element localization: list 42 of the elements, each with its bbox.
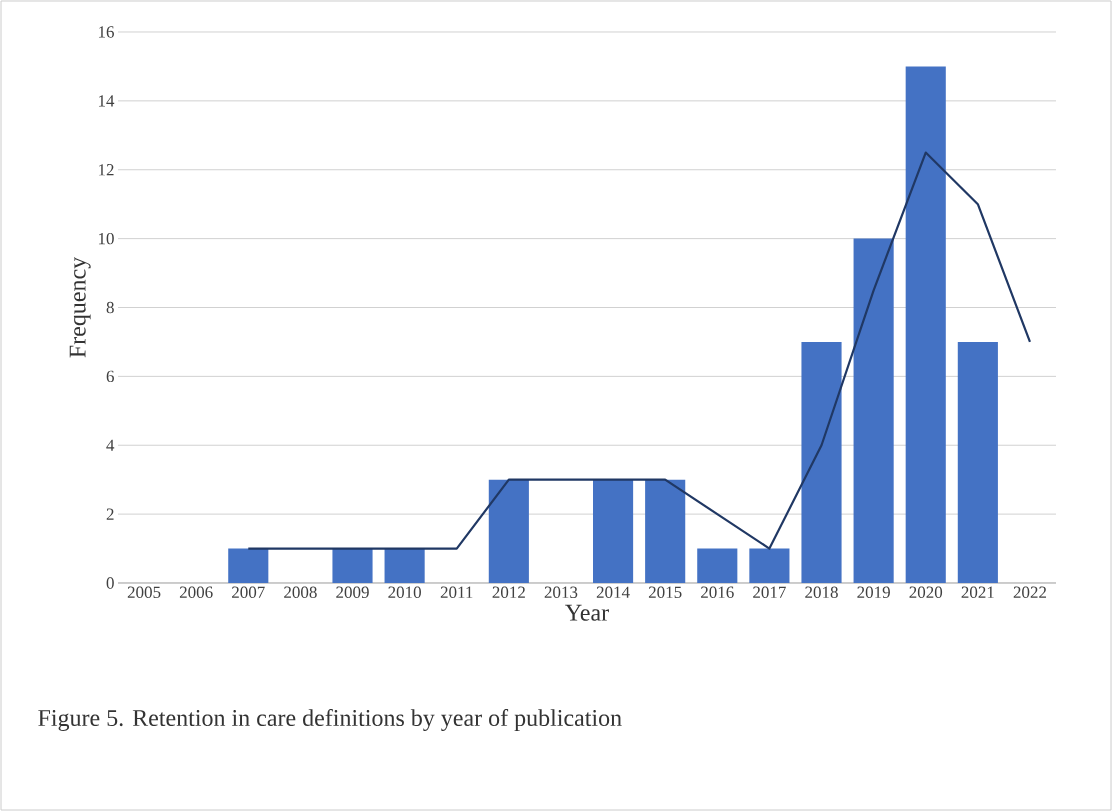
y-tick-label: 12 — [98, 164, 114, 176]
y-tick-label: 4 — [106, 439, 115, 451]
bar — [749, 548, 790, 583]
y-tick-label: 2 — [106, 508, 114, 520]
bar — [384, 548, 425, 583]
y-axis-title: Frequency — [69, 256, 91, 358]
y-tick-label: 14 — [98, 95, 115, 107]
bar — [332, 548, 373, 583]
x-tick-label: 2013 — [544, 586, 578, 598]
bar — [228, 548, 269, 583]
x-tick-label: 2005 — [127, 586, 161, 598]
bar — [905, 66, 946, 583]
y-tick-label: 6 — [106, 370, 114, 383]
x-tick-label: 2021 — [961, 586, 994, 598]
x-tick-label: 2011 — [440, 586, 473, 598]
x-tick-label: 2022 — [1013, 586, 1047, 598]
caption: Figure 5. Retention in care definitions by year of publication — [38, 708, 622, 732]
x-tick-label: 2016 — [701, 586, 734, 598]
x-axis-title: Year — [565, 604, 609, 621]
bar — [853, 238, 894, 583]
bar — [801, 341, 842, 583]
x-tick-label: 2015 — [648, 586, 682, 598]
x-tick-label: 2007 — [232, 586, 265, 598]
x-tick-label: 2019 — [857, 586, 890, 598]
x-tick-label: 2018 — [805, 586, 838, 598]
x-tick-label: 2008 — [284, 586, 317, 598]
x-tick-label: 2010 — [388, 586, 421, 598]
x-tick-label: 2020 — [909, 586, 943, 598]
x-tick-label: 2017 — [753, 586, 786, 598]
bar — [697, 548, 738, 583]
y-tick-label: 8 — [106, 301, 114, 314]
x-tick-label: 2006 — [179, 586, 213, 598]
bar — [488, 479, 529, 583]
bar — [645, 479, 686, 583]
bar — [957, 341, 998, 583]
y-tick-label: 16 — [98, 26, 114, 38]
x-tick-label: 2012 — [492, 586, 525, 598]
x-tick-label: 2009 — [336, 586, 369, 598]
y-tick-label: 10 — [98, 232, 114, 245]
x-tick-label: 2014 — [596, 586, 630, 598]
y-tick-label: 0 — [106, 577, 114, 589]
bar — [593, 479, 634, 583]
